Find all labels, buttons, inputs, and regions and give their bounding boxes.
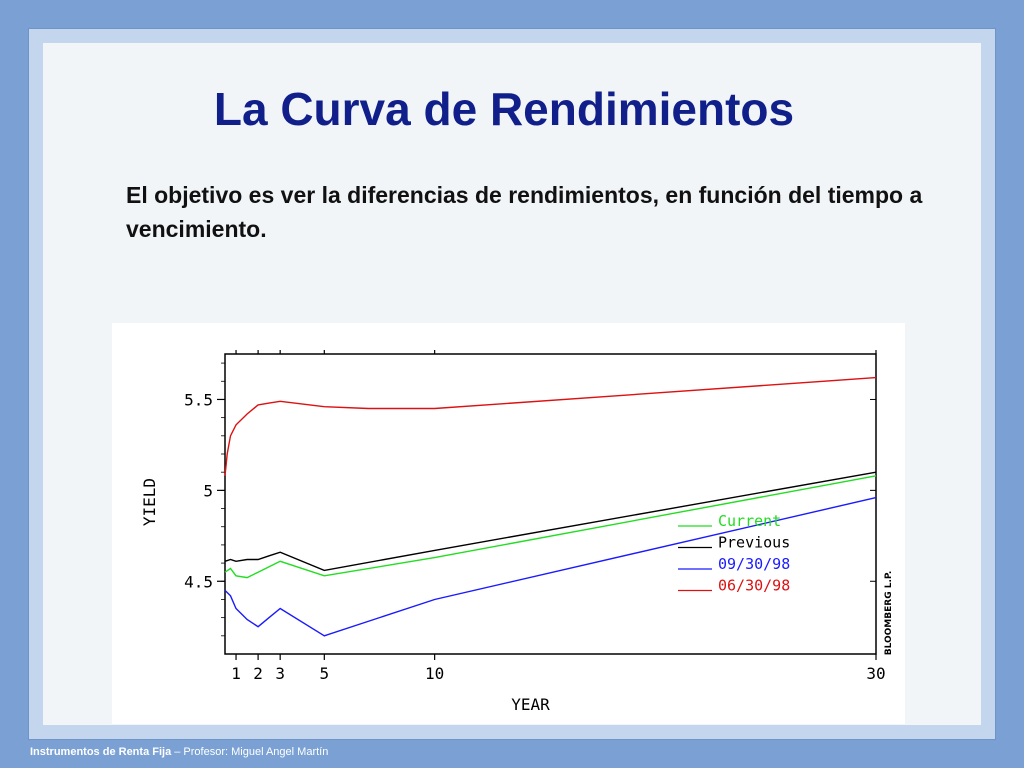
x-tick-label: 5 bbox=[319, 664, 329, 683]
y-tick-label: 5.5 bbox=[184, 390, 213, 409]
x-tick-label: 3 bbox=[275, 664, 285, 683]
yield-curve-chart: 4.5 5 5.5 1 2 3 5 10 30 YEAR YIELD BLOOMBERG L.P. Cu… bbox=[112, 323, 905, 724]
x-tick-label: 10 bbox=[425, 664, 444, 683]
series-line-1 bbox=[224, 475, 877, 579]
x-tick-label: 30 bbox=[866, 664, 885, 683]
y-axis-label: YIELD bbox=[140, 478, 159, 526]
x-tick-label: 2 bbox=[253, 664, 263, 683]
legend-label: 06/30/98 bbox=[718, 577, 790, 595]
x-tick-label: 1 bbox=[231, 664, 241, 683]
series-line-3 bbox=[224, 496, 877, 637]
footer: Instrumentos de Renta Fija – Profesor: M… bbox=[30, 746, 328, 758]
legend-label: Previous bbox=[718, 534, 790, 552]
footer-professor: – Profesor: Miguel Angel Martín bbox=[171, 746, 329, 758]
plot-area-border bbox=[224, 353, 877, 655]
footer-course: Instrumentos de Renta Fija bbox=[30, 746, 172, 758]
legend-label: 09/30/98 bbox=[718, 555, 790, 573]
series-line-2 bbox=[224, 471, 877, 572]
x-axis-label: YEAR bbox=[511, 695, 550, 714]
y-tick-label: 4.5 bbox=[184, 572, 213, 591]
slide-body-text: El objetivo es ver la diferencias de ren… bbox=[126, 182, 923, 242]
legend-label: Current bbox=[718, 512, 781, 530]
y-tick-label: 5 bbox=[203, 481, 213, 500]
series-line-4 bbox=[224, 376, 877, 476]
bloomberg-watermark: BLOOMBERG L.P. bbox=[884, 571, 894, 656]
chart-svg: 4.5 5 5.5 1 2 3 5 10 30 YEAR YIELD BLOOMBERG L.P. Cu… bbox=[140, 350, 894, 714]
slide-title: La Curva de Rendimientos bbox=[213, 83, 795, 135]
